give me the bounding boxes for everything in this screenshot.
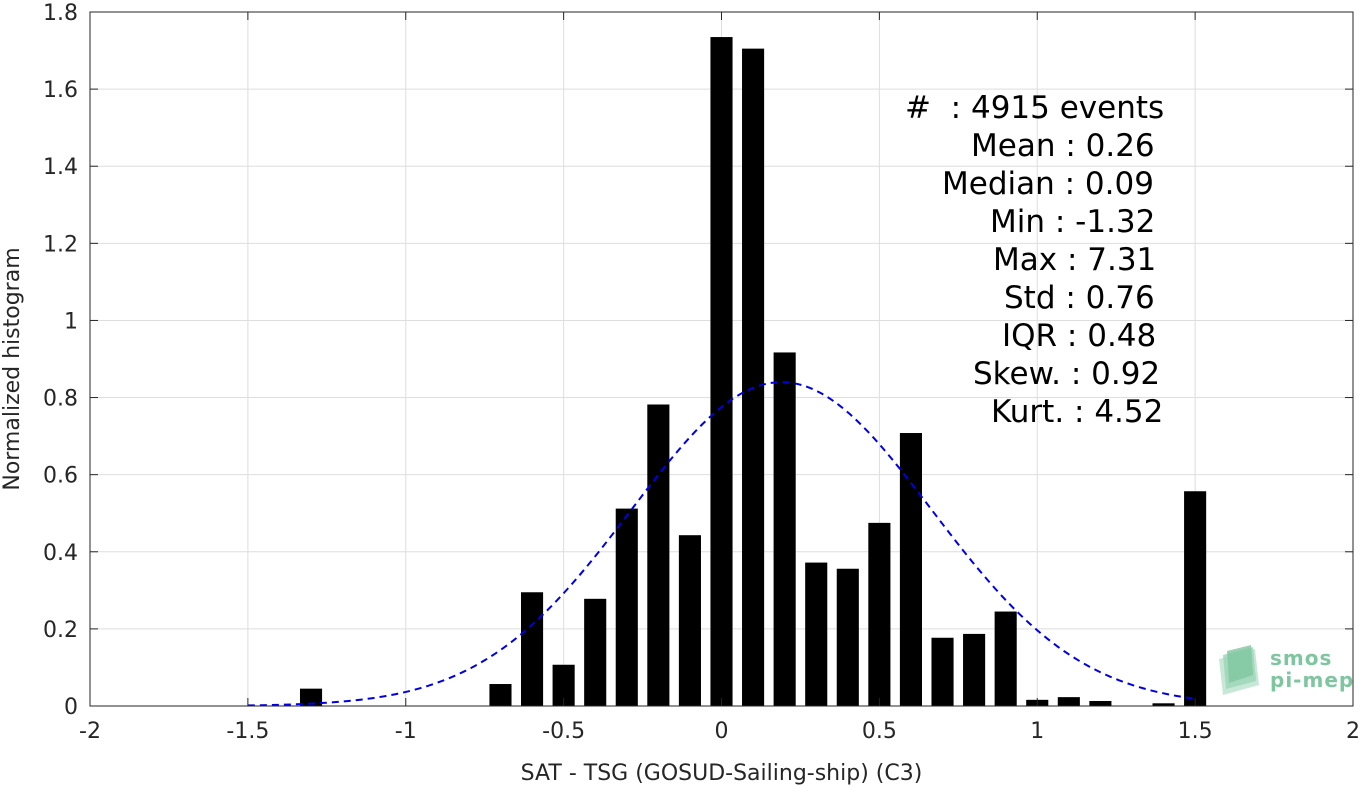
- histogram-bar: [1089, 700, 1112, 706]
- y-tick-label: 0.2: [43, 618, 78, 643]
- x-tick-label: -2: [79, 719, 101, 744]
- histogram-bar: [678, 535, 701, 706]
- bars: [299, 37, 1207, 707]
- x-tick-label: 0: [715, 719, 729, 744]
- y-tick-label: 0.6: [43, 464, 78, 489]
- histogram-bar: [1152, 703, 1175, 706]
- x-tick-label: 1.5: [1178, 719, 1213, 744]
- histogram-bar: [773, 352, 796, 706]
- logo-line-1: smos: [1270, 646, 1333, 670]
- histogram-bar: [489, 684, 512, 706]
- x-tick-label: -1.5: [226, 719, 269, 744]
- x-axis-ticks: -2 -1.5 -1 -0.5 0 0.5 1 1.5 2: [79, 12, 1360, 744]
- y-axis-ticks: 0 0.2 0.4 0.6 0.8 1 1.2 1.4 1.6 1.8: [43, 1, 1353, 720]
- y-tick-label: 1.4: [43, 155, 78, 180]
- x-tick-label: -0.5: [542, 719, 585, 744]
- y-tick-label: 1.2: [43, 232, 78, 257]
- logo-line-2: pi-mep: [1270, 668, 1355, 692]
- histogram-bar: [520, 592, 544, 706]
- smos-pimep-logo: smos pi-mep: [1215, 645, 1355, 697]
- histogram-bar: [805, 562, 828, 706]
- histogram-bar: [615, 508, 638, 706]
- normal-fit-curve: [247, 381, 1196, 707]
- x-tick-label: 2: [1346, 719, 1360, 744]
- x-tick-label: 1: [1030, 719, 1044, 744]
- y-tick-label: 0: [64, 695, 78, 720]
- histogram-bar: [963, 633, 986, 706]
- y-axis-label: Normalized histogram: [0, 247, 25, 490]
- histogram-bar: [584, 598, 607, 706]
- y-tick-label: 1: [64, 309, 78, 334]
- histogram-bar: [836, 568, 859, 706]
- histogram-bar: [552, 664, 575, 706]
- y-tick-label: 0.4: [43, 541, 78, 566]
- histogram-bar: [710, 37, 733, 707]
- histogram-bar: [1184, 491, 1207, 706]
- histogram-bar: [994, 611, 1017, 706]
- histogram-bar: [931, 637, 954, 706]
- x-tick-label: 0.5: [862, 719, 897, 744]
- histogram-bar: [868, 522, 891, 706]
- y-tick-label: 1.6: [43, 78, 78, 103]
- logo-emblem-icon: [1219, 645, 1259, 695]
- y-tick-label: 1.8: [43, 1, 78, 26]
- y-tick-label: 0.8: [43, 387, 78, 412]
- histogram-bar: [299, 688, 323, 706]
- histogram-bar: [647, 404, 670, 706]
- histogram-bar: [1057, 697, 1080, 706]
- histogram-bar: [742, 48, 765, 706]
- histogram-bar: [899, 433, 923, 706]
- x-axis-label: SAT - TSG (GOSUD-Sailing-ship) (C3): [521, 761, 923, 786]
- x-tick-label: -1: [395, 719, 417, 744]
